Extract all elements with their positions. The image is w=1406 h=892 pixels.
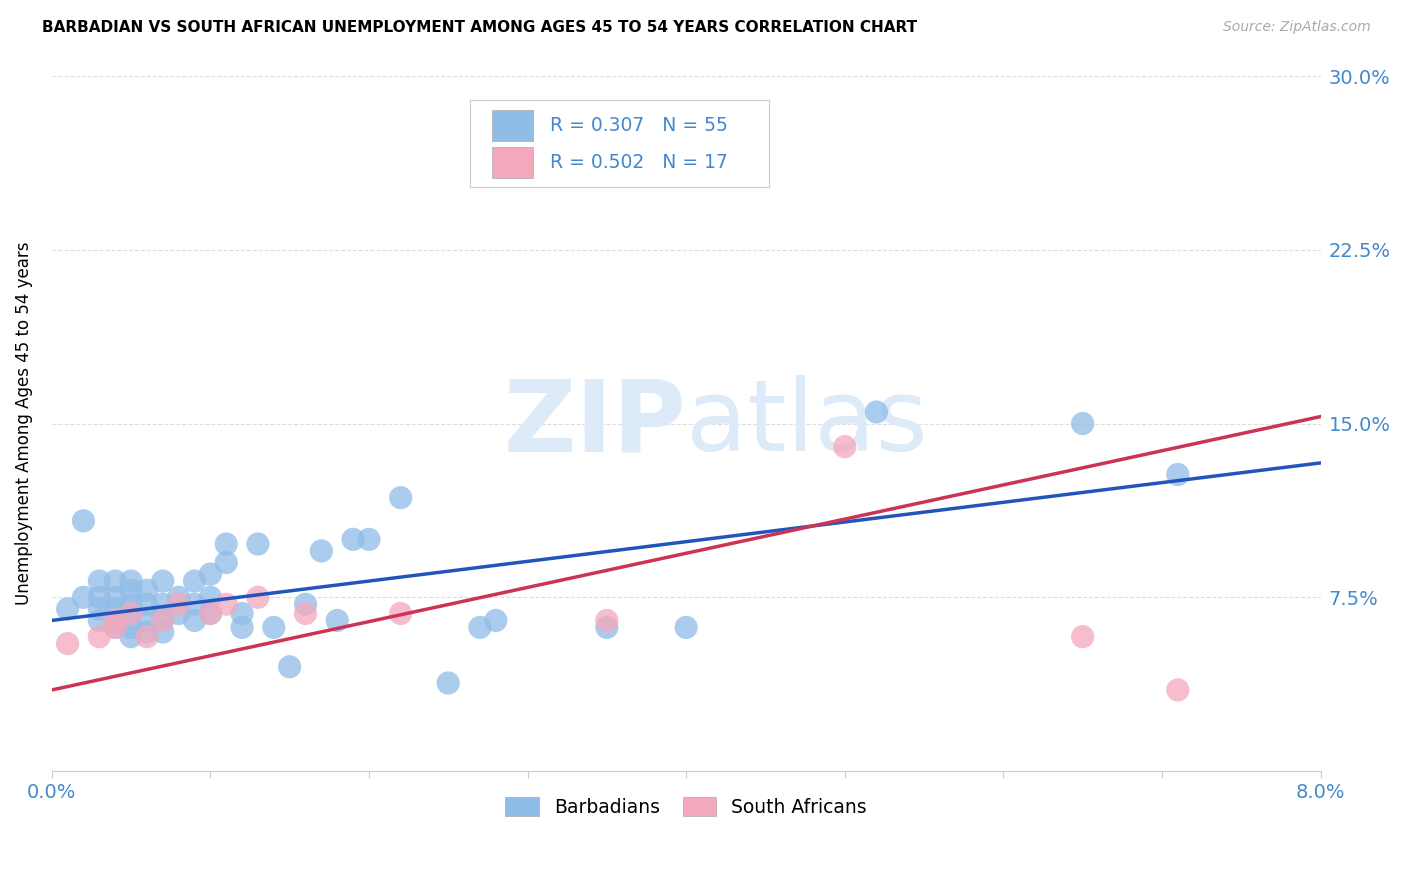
Point — [389, 607, 412, 621]
Point — [104, 614, 127, 628]
FancyBboxPatch shape — [492, 110, 533, 141]
Point — [167, 591, 190, 605]
Point — [104, 614, 127, 628]
Point — [104, 620, 127, 634]
Point — [215, 597, 238, 611]
Point — [200, 607, 222, 621]
Point — [1071, 630, 1094, 644]
Point — [120, 630, 142, 644]
Point — [183, 574, 205, 588]
Point — [104, 591, 127, 605]
Point — [135, 625, 157, 640]
Point — [120, 620, 142, 634]
Point — [1071, 417, 1094, 431]
Point — [135, 597, 157, 611]
Point — [389, 491, 412, 505]
Text: atlas: atlas — [686, 375, 928, 472]
Point — [152, 614, 174, 628]
Point — [231, 620, 253, 634]
Point — [152, 611, 174, 625]
Point — [167, 607, 190, 621]
Point — [183, 614, 205, 628]
Point — [311, 544, 333, 558]
Point — [215, 556, 238, 570]
Point — [246, 537, 269, 551]
Point — [294, 597, 316, 611]
Point — [135, 614, 157, 628]
Point — [104, 574, 127, 588]
Y-axis label: Unemployment Among Ages 45 to 54 years: Unemployment Among Ages 45 to 54 years — [15, 242, 32, 606]
Text: R = 0.502   N = 17: R = 0.502 N = 17 — [550, 153, 728, 171]
Point — [183, 597, 205, 611]
Point — [120, 607, 142, 621]
Point — [1167, 682, 1189, 697]
Point — [89, 574, 111, 588]
Point — [246, 591, 269, 605]
Point — [485, 614, 508, 628]
FancyBboxPatch shape — [471, 100, 769, 187]
Point — [135, 583, 157, 598]
Point — [326, 614, 349, 628]
Text: Source: ZipAtlas.com: Source: ZipAtlas.com — [1223, 20, 1371, 34]
Text: R = 0.307   N = 55: R = 0.307 N = 55 — [550, 116, 728, 135]
Legend: Barbadians, South Africans: Barbadians, South Africans — [498, 789, 875, 824]
FancyBboxPatch shape — [492, 146, 533, 178]
Point — [357, 533, 380, 547]
Point — [56, 602, 79, 616]
Point — [89, 602, 111, 616]
Text: ZIP: ZIP — [503, 375, 686, 472]
Point — [263, 620, 285, 634]
Point — [89, 614, 111, 628]
Point — [104, 620, 127, 634]
Point — [152, 625, 174, 640]
Point — [231, 607, 253, 621]
Point — [120, 574, 142, 588]
Point — [152, 597, 174, 611]
Point — [120, 607, 142, 621]
Point — [596, 614, 619, 628]
Point — [120, 597, 142, 611]
Point — [596, 620, 619, 634]
Point — [89, 591, 111, 605]
Point — [200, 607, 222, 621]
Point — [342, 533, 364, 547]
Point — [200, 591, 222, 605]
Point — [468, 620, 491, 634]
Text: BARBADIAN VS SOUTH AFRICAN UNEMPLOYMENT AMONG AGES 45 TO 54 YEARS CORRELATION CH: BARBADIAN VS SOUTH AFRICAN UNEMPLOYMENT … — [42, 20, 917, 35]
Point — [135, 630, 157, 644]
Point — [865, 405, 887, 419]
Point — [89, 630, 111, 644]
Point — [152, 574, 174, 588]
Point — [167, 597, 190, 611]
Point — [278, 660, 301, 674]
Point — [120, 583, 142, 598]
Point — [437, 676, 460, 690]
Point — [104, 602, 127, 616]
Point — [72, 514, 94, 528]
Point — [200, 567, 222, 582]
Point — [294, 607, 316, 621]
Point — [675, 620, 697, 634]
Point — [215, 537, 238, 551]
Point — [72, 591, 94, 605]
Point — [834, 440, 856, 454]
Point — [56, 637, 79, 651]
Point — [1167, 467, 1189, 482]
